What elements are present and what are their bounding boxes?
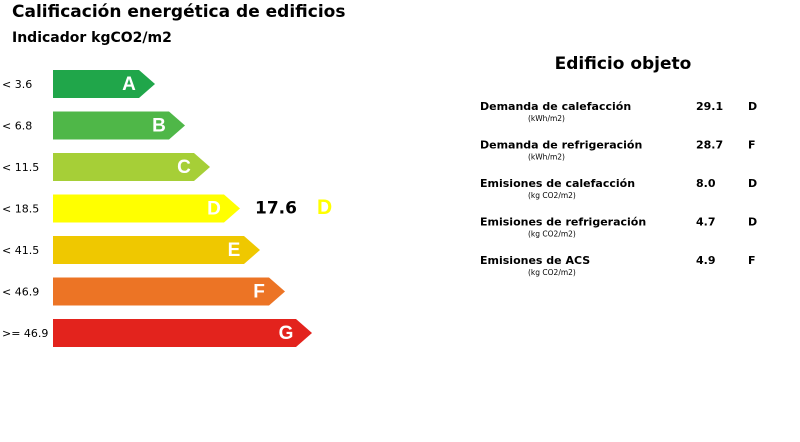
band-letter: A [122, 74, 136, 95]
row-class: D [748, 100, 757, 113]
band-arrow [53, 277, 285, 306]
row-unit: (kg CO2/m2) [528, 268, 576, 277]
band-letter: E [228, 240, 241, 261]
row-unit: (kg CO2/m2) [528, 191, 576, 200]
row-name: Demanda de calefacción [480, 100, 631, 113]
band-arrow [53, 70, 155, 98]
title: Calificación energética de edificios [12, 2, 345, 22]
building-title: Edificio objeto [555, 54, 692, 74]
band-limit: < 18.5 [2, 203, 39, 216]
row-value: 4.7 [696, 216, 716, 229]
row-unit: (kWh/m2) [528, 153, 565, 162]
row-name: Emisiones de ACS [480, 254, 590, 267]
row-value: 29.1 [696, 100, 723, 113]
band-letter: D [207, 199, 221, 220]
result-letter: D [317, 196, 332, 219]
band-letter: F [253, 282, 265, 303]
band-letter: B [152, 116, 166, 137]
band-limit: < 11.5 [2, 161, 39, 174]
band-arrow [53, 153, 210, 181]
band-limit: < 46.9 [2, 286, 39, 299]
band-letter: C [177, 157, 191, 178]
row-value: 8.0 [696, 177, 716, 190]
row-value: 4.9 [696, 254, 716, 267]
band-limit: < 6.8 [2, 120, 32, 133]
row-name: Demanda de refrigeración [480, 139, 642, 152]
row-value: 28.7 [696, 139, 723, 152]
band-arrow [53, 194, 240, 223]
subtitle: Indicador kgCO2/m2 [12, 30, 172, 46]
result-value: 17.6 [255, 199, 297, 219]
band-arrow [53, 111, 185, 140]
row-name: Emisiones de calefacción [480, 177, 635, 190]
band-arrow [53, 319, 312, 347]
row-class: F [748, 254, 756, 267]
band-limit: < 3.6 [2, 78, 32, 91]
band-arrow [53, 236, 260, 264]
band-limit: >= 46.9 [2, 327, 48, 340]
row-class: D [748, 216, 757, 229]
row-name: Emisiones de refrigeración [480, 216, 646, 229]
row-unit: (kWh/m2) [528, 114, 565, 123]
band-limit: < 41.5 [2, 244, 39, 257]
row-unit: (kg CO2/m2) [528, 230, 576, 239]
row-class: D [748, 177, 757, 190]
row-class: F [748, 139, 756, 152]
band-letter: G [279, 323, 294, 344]
